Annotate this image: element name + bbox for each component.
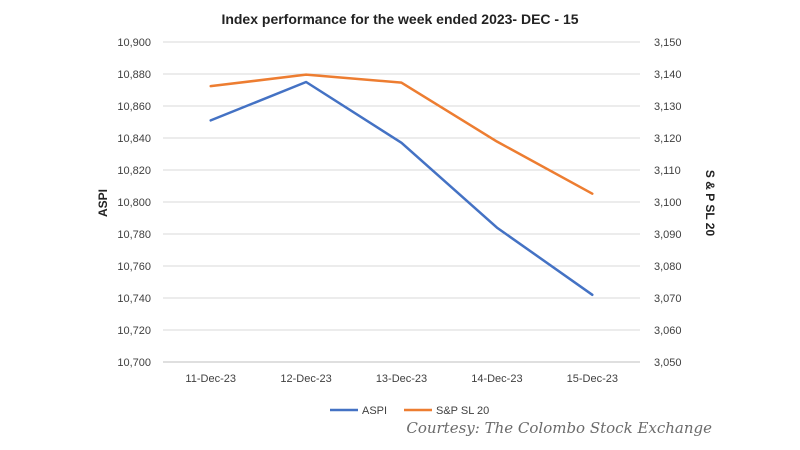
- right-axis-ticks: 3,050 3,060 3,070 3,080 3,090 3,100 3,110 3,120…: [654, 37, 682, 369]
- right-tick-label: 3,120: [654, 133, 682, 145]
- x-tick-label: 12-Dec-23: [280, 373, 331, 385]
- left-tick-label: 10,880: [117, 69, 151, 81]
- series-lines: [209, 73, 594, 297]
- left-tick-label: 10,840: [117, 133, 151, 145]
- left-tick-label: 10,900: [117, 37, 151, 49]
- right-tick-label: 3,080: [654, 261, 682, 273]
- legend: ASPI S&P SL 20: [330, 405, 489, 417]
- left-tick-label: 10,860: [117, 101, 151, 113]
- legend-label-s-p-sl-20: S&P SL 20: [436, 405, 489, 417]
- left-tick-label: 10,780: [117, 229, 151, 241]
- left-tick-label: 10,820: [117, 165, 151, 177]
- left-tick-label: 10,760: [117, 261, 151, 273]
- gridlines: [163, 41, 640, 363]
- x-tick-label: 14-Dec-23: [471, 373, 522, 385]
- right-tick-label: 3,060: [654, 325, 682, 337]
- left-axis-ticks: 10,700 10,720 10,740 10,760 10,780 10,800 10,8…: [117, 37, 151, 369]
- x-tick-label: 13-Dec-23: [376, 373, 427, 385]
- right-axis-label: S & P SL 20: [703, 170, 717, 237]
- chart-title: Index performance for the week ended 202…: [221, 11, 578, 27]
- right-tick-label: 3,110: [654, 165, 681, 177]
- left-tick-label: 10,800: [117, 197, 151, 209]
- right-tick-label: 3,050: [654, 357, 682, 369]
- right-tick-label: 3,130: [654, 101, 682, 113]
- left-tick-label: 10,720: [117, 325, 151, 337]
- series-line-s-p-sl-20: [209, 73, 594, 195]
- right-tick-label: 3,070: [654, 293, 682, 305]
- left-tick-label: 10,700: [117, 357, 151, 369]
- right-tick-label: 3,090: [654, 229, 682, 241]
- left-axis-label: ASPI: [96, 189, 110, 217]
- x-axis-ticks: 11-Dec-23 12-Dec-23 13-Dec-23 14-Dec-23 15-D…: [185, 373, 618, 385]
- left-tick-label: 10,740: [117, 293, 151, 305]
- x-tick-label: 15-Dec-23: [567, 373, 618, 385]
- right-tick-label: 3,100: [654, 197, 682, 209]
- x-tick-label: 11-Dec-23: [185, 373, 236, 385]
- right-tick-label: 3,150: [654, 37, 682, 49]
- legend-label-aspi: ASPI: [362, 405, 387, 417]
- right-tick-label: 3,140: [654, 69, 682, 81]
- series-line-aspi: [209, 80, 594, 297]
- source-credit: Courtesy: The Colombo Stock Exchange: [406, 419, 712, 437]
